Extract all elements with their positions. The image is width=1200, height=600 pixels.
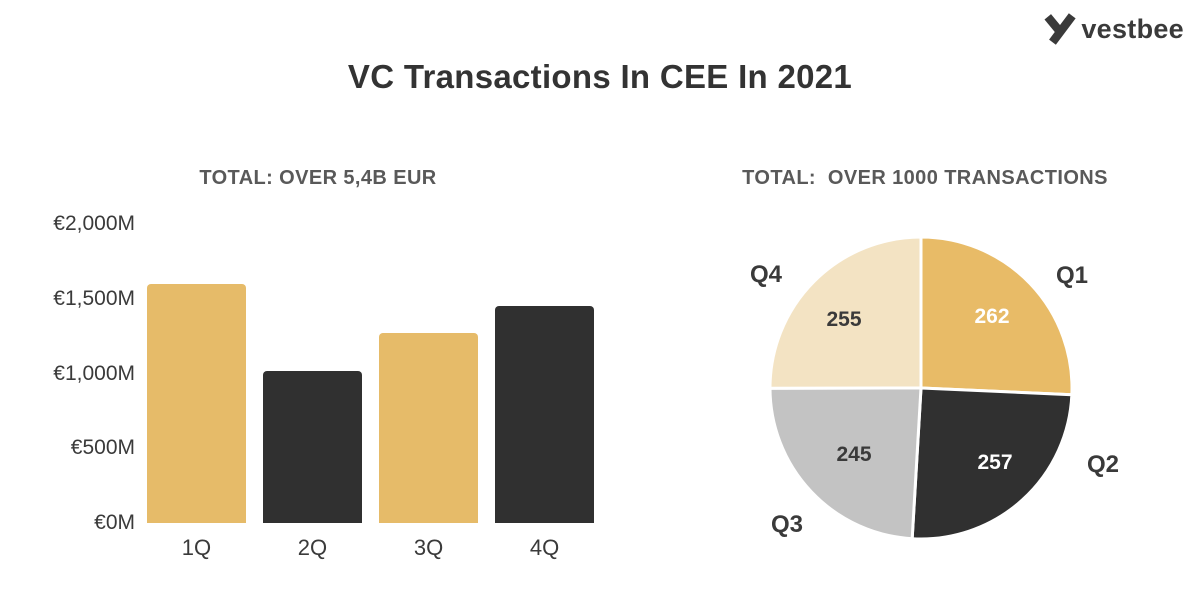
pie-label-q4: Q4 bbox=[749, 261, 783, 288]
pie-label-q1: Q1 bbox=[1055, 262, 1089, 289]
x-axis-label: 3Q bbox=[413, 535, 444, 560]
pie-value-q4: 255 bbox=[826, 308, 862, 331]
logo-wordmark: vestbee bbox=[1081, 13, 1184, 44]
pie-value-q2: 257 bbox=[977, 451, 1013, 474]
page-title: VC Transactions In CEE In 2021 bbox=[347, 58, 853, 95]
x-axis-label: 1Q bbox=[181, 535, 212, 560]
bar-1q bbox=[147, 283, 246, 523]
y-axis-tick: €2,000M bbox=[53, 212, 135, 235]
bar-chart-plot-area bbox=[147, 224, 594, 523]
pie-slice-q2 bbox=[910, 386, 1074, 541]
bar-chart-section: TOTAL: OVER 5,4B EUR €2,000M €1,500M €1,00… bbox=[40, 167, 596, 587]
x-axis-label: 2Q bbox=[297, 535, 328, 560]
vestbee-logo: vestbee bbox=[1044, 13, 1184, 45]
pie-slice-q1 bbox=[919, 235, 1074, 397]
pie-chart-title: TOTAL: OVER 1000 TRANSACTIONS bbox=[742, 167, 1108, 189]
bee-y-icon bbox=[1044, 13, 1076, 45]
bar-chart-title: TOTAL: OVER 5,4B EUR bbox=[199, 167, 437, 189]
y-axis-tick: €0M bbox=[94, 511, 135, 534]
pie-chart bbox=[768, 235, 1074, 541]
pie-value-q1: 262 bbox=[974, 305, 1010, 328]
pie-slice-q3 bbox=[768, 386, 923, 541]
y-axis-tick: €1,500M bbox=[53, 286, 135, 310]
x-axis-label: 4Q bbox=[529, 535, 560, 560]
y-axis-tick: €1,000M bbox=[53, 361, 135, 385]
pie-slice-q4 bbox=[768, 235, 923, 390]
bar-chart-x-axis: 1Q 2Q 3Q 4Q bbox=[147, 529, 594, 561]
bar-3q bbox=[379, 333, 478, 523]
y-axis-tick: €500M bbox=[70, 436, 135, 460]
pie-label-q3: Q3 bbox=[770, 511, 804, 538]
pie-chart-section: TOTAL: OVER 1000 TRANSACTIONS Q1 Q2 Q3 Q… bbox=[700, 167, 1150, 587]
pie-label-q2: Q2 bbox=[1086, 451, 1120, 478]
pie-value-q3: 245 bbox=[836, 443, 872, 466]
bar-4q bbox=[495, 306, 594, 523]
bar-chart-y-axis: €2,000M €1,500M €1,000M €500M €0M bbox=[40, 211, 135, 536]
bar-2q bbox=[263, 370, 362, 523]
